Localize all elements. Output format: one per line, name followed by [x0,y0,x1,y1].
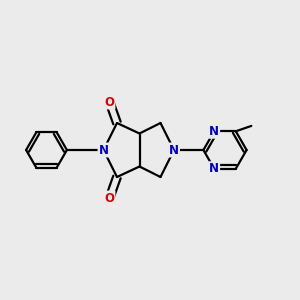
Text: N: N [98,143,109,157]
Text: N: N [209,125,219,138]
Text: N: N [169,143,179,157]
Text: O: O [104,191,115,205]
Text: N: N [209,162,219,175]
Text: O: O [104,95,115,109]
